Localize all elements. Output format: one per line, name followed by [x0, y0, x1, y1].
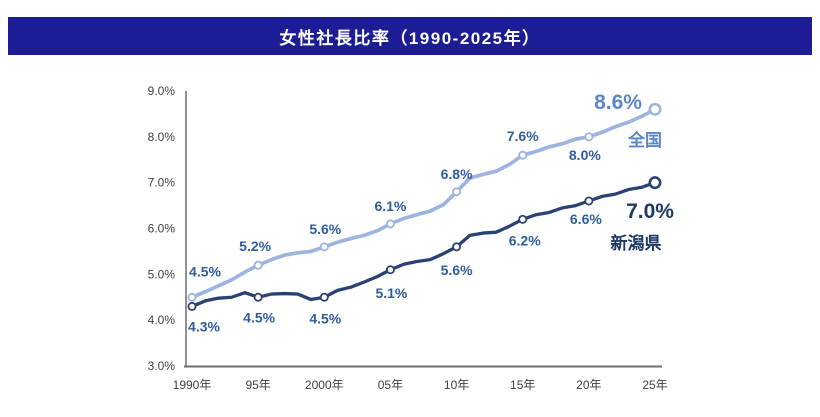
national-marker [452, 187, 462, 197]
x-tick-label: 15年 [510, 378, 535, 392]
national-marker [253, 260, 263, 270]
national-marker [187, 292, 197, 302]
niigata-series-label: 新潟県 [611, 233, 662, 253]
y-tick-label: 5.0% [148, 267, 176, 281]
x-tick-label: 20年 [576, 378, 601, 392]
y-tick-label: 6.0% [148, 222, 176, 236]
y-tick-label: 3.0% [148, 359, 176, 373]
chart-title-bar: 女性社長比率（1990-2025年） [8, 17, 812, 55]
national-data-label: 4.5% [189, 263, 221, 279]
niigata-marker [584, 196, 594, 206]
x-tick-label: 10年 [444, 378, 469, 392]
x-tick-label: 95年 [245, 378, 270, 392]
national-data-label: 8.0% [569, 147, 601, 163]
niigata-marker [253, 292, 263, 302]
chart-title: 女性社長比率（1990-2025年） [279, 28, 541, 48]
national-series-label: 全国 [627, 130, 662, 150]
national-marker [584, 132, 594, 142]
niigata-marker [648, 176, 662, 190]
niigata-data-label: 4.5% [243, 309, 275, 325]
niigata-data-label: 4.5% [309, 310, 341, 326]
niigata-line [190, 181, 657, 309]
niigata-data-label: 6.2% [509, 232, 541, 248]
niigata-marker [187, 301, 197, 311]
niigata-data-label: 7.0% [626, 200, 674, 223]
national-data-label: 5.2% [239, 238, 271, 254]
niigata-marker [319, 292, 329, 302]
x-tick-label: 25年 [642, 378, 667, 392]
national-line [190, 107, 657, 300]
niigata-marker [452, 242, 462, 252]
y-tick-label: 4.0% [148, 313, 176, 327]
niigata-data-label: 6.6% [570, 211, 602, 227]
y-tick-label: 8.0% [148, 130, 176, 144]
niigata-data-label: 5.1% [375, 285, 407, 301]
national-marker [385, 219, 395, 229]
y-tick-label: 7.0% [148, 176, 176, 190]
national-data-label: 5.6% [309, 221, 341, 237]
national-marker [319, 242, 329, 252]
national-marker [648, 102, 662, 116]
y-tick-label: 9.0% [148, 84, 176, 98]
x-tick-label: 2000年 [305, 378, 344, 392]
x-tick-label: 05年 [378, 378, 403, 392]
national-data-label: 8.6% [594, 91, 642, 114]
niigata-marker [518, 214, 528, 224]
niigata-data-label: 5.6% [441, 262, 473, 278]
national-data-label: 7.6% [507, 128, 539, 144]
national-data-label: 6.1% [374, 198, 406, 214]
national-data-label: 6.8% [441, 166, 473, 182]
national-marker [518, 150, 528, 160]
niigata-marker [385, 265, 395, 275]
x-tick-label: 1990年 [173, 378, 212, 392]
niigata-data-label: 4.3% [188, 318, 220, 334]
